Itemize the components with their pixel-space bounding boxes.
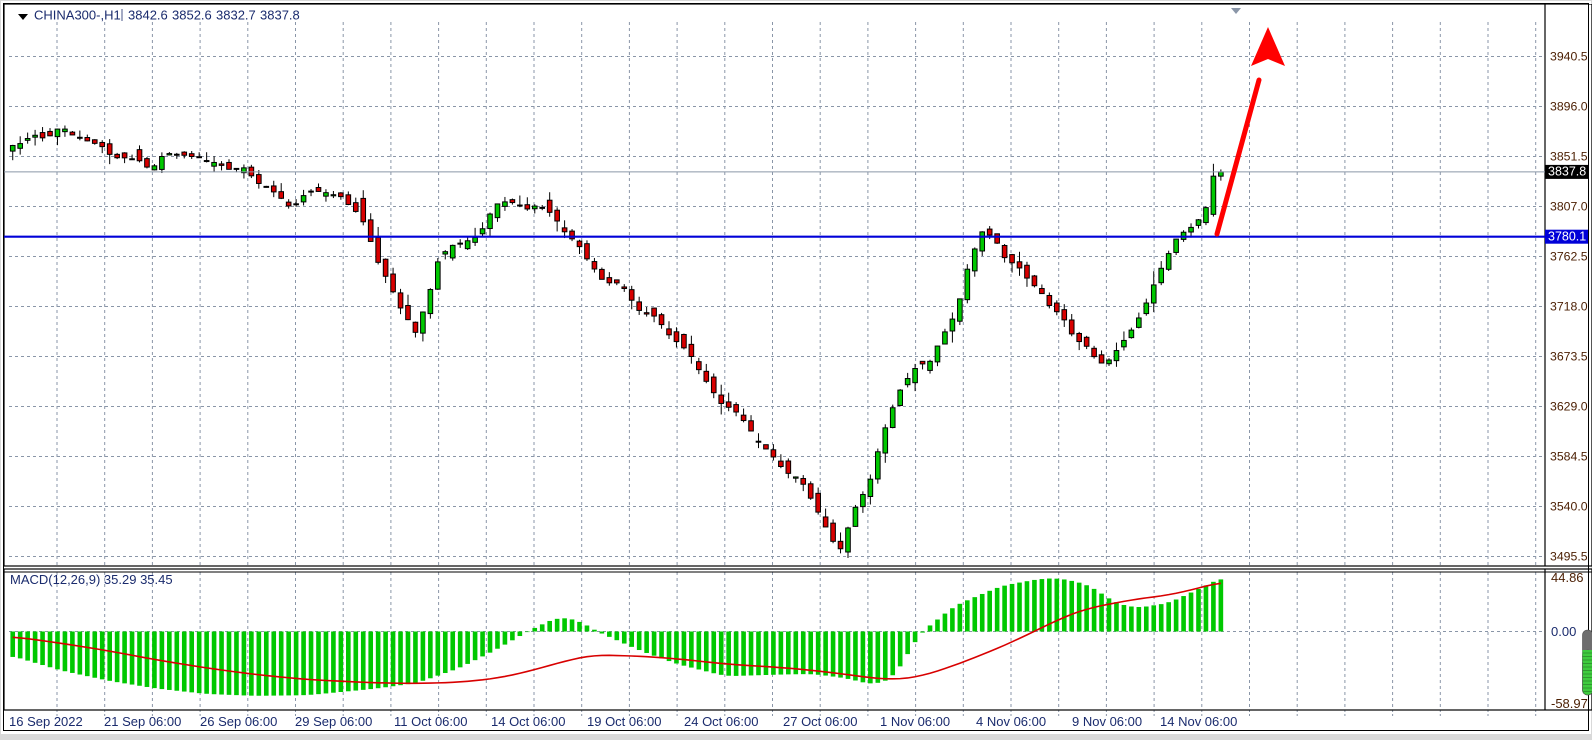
svg-text:3495.5: 3495.5 — [1550, 550, 1588, 564]
svg-text:1 Nov 06:00: 1 Nov 06:00 — [880, 714, 950, 729]
svg-text:3629.0: 3629.0 — [1550, 400, 1588, 414]
svg-text:14 Oct 06:00: 14 Oct 06:00 — [491, 714, 565, 729]
svg-text:3832.7: 3832.7 — [216, 8, 256, 23]
svg-text:3762.5: 3762.5 — [1550, 250, 1588, 264]
svg-text:3851.5: 3851.5 — [1550, 150, 1588, 164]
svg-text:0.00: 0.00 — [1551, 624, 1576, 639]
svg-text:3584.5: 3584.5 — [1550, 450, 1588, 464]
svg-text:16 Sep 2022: 16 Sep 2022 — [9, 714, 83, 729]
svg-text:3852.6: 3852.6 — [172, 8, 212, 23]
svg-text:-58.97: -58.97 — [1551, 696, 1588, 711]
svg-text:9 Nov 06:00: 9 Nov 06:00 — [1072, 714, 1142, 729]
svg-text:19 Oct 06:00: 19 Oct 06:00 — [587, 714, 661, 729]
svg-text:CHINA300-,H1: CHINA300-,H1 — [34, 8, 121, 23]
svg-text:11 Oct 06:00: 11 Oct 06:00 — [394, 714, 467, 729]
svg-text:4 Nov 06:00: 4 Nov 06:00 — [976, 714, 1046, 729]
svg-text:3837.8: 3837.8 — [1548, 165, 1586, 179]
svg-text:MACD(12,26,9) 35.29 35.45: MACD(12,26,9) 35.29 35.45 — [10, 572, 173, 587]
svg-text:3673.5: 3673.5 — [1550, 350, 1588, 364]
svg-text:14 Nov 06:00: 14 Nov 06:00 — [1160, 714, 1237, 729]
svg-text:26 Sep 06:00: 26 Sep 06:00 — [200, 714, 277, 729]
svg-text:21 Sep 06:00: 21 Sep 06:00 — [104, 714, 181, 729]
svg-text:3780.1: 3780.1 — [1548, 229, 1586, 243]
svg-text:3807.0: 3807.0 — [1550, 200, 1588, 214]
svg-text:29 Sep 06:00: 29 Sep 06:00 — [295, 714, 372, 729]
svg-text:24 Oct 06:00: 24 Oct 06:00 — [684, 714, 758, 729]
svg-text:44.86: 44.86 — [1551, 570, 1584, 585]
svg-text:27 Oct 06:00: 27 Oct 06:00 — [783, 714, 857, 729]
svg-text:3896.0: 3896.0 — [1550, 100, 1588, 114]
svg-text:3940.5: 3940.5 — [1550, 50, 1588, 64]
svg-text:3842.6: 3842.6 — [128, 8, 168, 23]
svg-text:3718.0: 3718.0 — [1550, 300, 1588, 314]
svg-text:3837.8: 3837.8 — [260, 8, 300, 23]
svg-text:3540.0: 3540.0 — [1550, 500, 1588, 514]
